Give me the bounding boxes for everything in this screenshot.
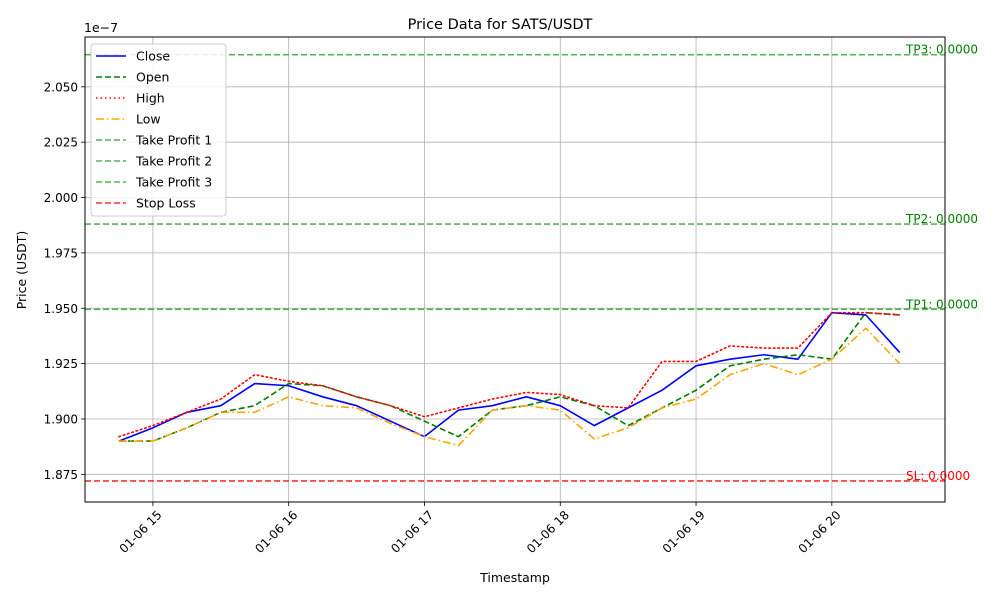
- reference-line-labels: TP1: 0.0000 TP2: 0.0000 TP3: 0.0000 SL: 0.0…: [905, 43, 978, 483]
- legend-label: Take Profit 3: [135, 175, 212, 190]
- x-axis-label: Timestamp: [479, 570, 550, 585]
- plot-frame: [84, 36, 946, 503]
- reference-lines: [85, 53, 945, 482]
- chart-title: Price Data for SATS/USDT: [408, 17, 593, 33]
- y-tick-label: 1.925: [44, 357, 78, 371]
- legend-label: Close: [136, 49, 170, 64]
- hline-label: TP2: 0.0000: [905, 212, 978, 226]
- legend-label: Take Profit 1: [135, 133, 212, 148]
- legend-label: Stop Loss: [136, 196, 196, 211]
- y-tick-label: 2.000: [44, 191, 78, 205]
- y-axis: 1.875 1.900 1.925 1.950 1.975 2.000 2.025 2.050: [44, 80, 85, 482]
- hline-label: TP1: 0.0000: [905, 297, 978, 311]
- legend-label: Take Profit 2: [135, 154, 212, 169]
- legend-label: High: [136, 91, 165, 106]
- series-line-high: [118, 311, 901, 438]
- legend-label: Open: [136, 70, 169, 85]
- series-lines: [118, 311, 901, 447]
- y-tick-label: 1.975: [44, 246, 78, 260]
- series-line-open: [118, 311, 900, 442]
- legend-label: Low: [136, 112, 161, 127]
- legend: Close Open High Low Take Profit 1 Take Profit…: [90, 43, 227, 217]
- grid: [85, 37, 945, 502]
- legend-box: [90, 43, 227, 217]
- series-line-close: [118, 311, 901, 442]
- hline-label: SL: 0.0000: [906, 469, 970, 483]
- y-tick-label: 1.875: [44, 468, 78, 482]
- y-tick-label: 1.900: [44, 412, 78, 426]
- y-tick-label: 1.950: [44, 302, 78, 316]
- series-line-low: [118, 327, 901, 447]
- y-offset-text: 1e−7: [84, 20, 118, 35]
- hline-label: TP3: 0.0000: [905, 43, 978, 57]
- y-tick-label: 2.050: [44, 80, 78, 94]
- y-tick-label: 2.025: [44, 136, 78, 150]
- y-axis-label: Price (USDT): [14, 231, 29, 310]
